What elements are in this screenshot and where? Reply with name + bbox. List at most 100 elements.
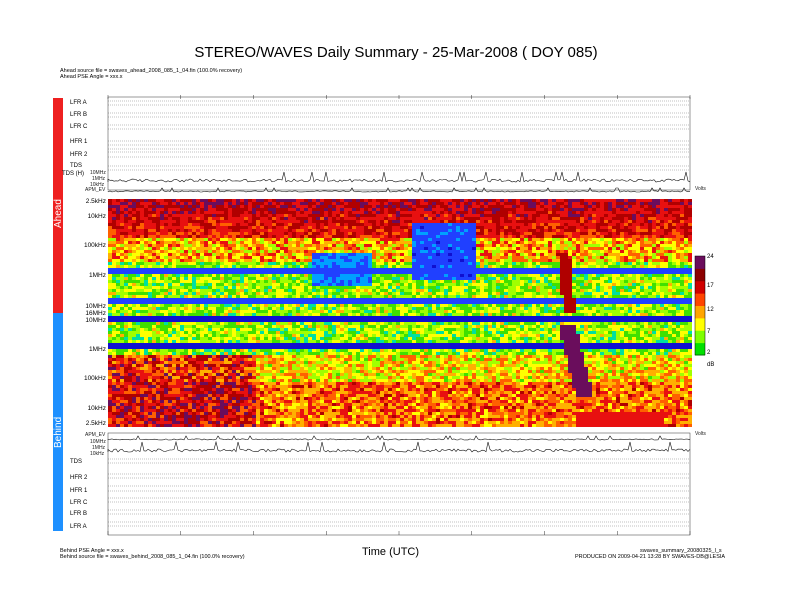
spectrogram-cell xyxy=(660,268,664,271)
spectrogram-cell xyxy=(360,229,364,232)
spectrogram-cell xyxy=(260,235,264,238)
spectrogram-cell xyxy=(488,289,492,292)
spectrogram-cell xyxy=(484,199,488,202)
spectrogram-cell xyxy=(640,259,644,262)
spectrogram-cell xyxy=(648,262,652,265)
spectrogram-cell xyxy=(576,208,580,211)
spectrogram-cell xyxy=(636,277,640,280)
spectrogram-cell xyxy=(588,268,592,271)
spectrogram-cell xyxy=(388,292,392,295)
spectrogram-cell xyxy=(148,229,152,232)
spectrogram-cell xyxy=(140,220,144,223)
spectrogram-cell xyxy=(284,217,288,220)
spectrogram-cell xyxy=(124,277,128,280)
spectrogram-cell xyxy=(456,265,460,268)
spectrogram-cell xyxy=(556,277,560,280)
spectrogram-cell xyxy=(188,238,192,241)
spectrogram-cell xyxy=(116,205,120,208)
spectrogram-cell xyxy=(672,211,676,214)
spectrogram-cell xyxy=(176,298,180,301)
spectrogram-cell xyxy=(588,292,592,295)
spectrogram-cell xyxy=(524,295,528,298)
spectrogram-cell xyxy=(368,295,372,298)
spectrogram-cell xyxy=(504,295,508,298)
spectrogram-cell xyxy=(240,205,244,208)
spectrogram-cell xyxy=(416,217,420,220)
spectrogram-cell xyxy=(184,232,188,235)
spectrogram-cell xyxy=(308,286,312,289)
tds-traces xyxy=(107,171,691,453)
spectrogram-cell xyxy=(208,286,212,289)
spectrogram-cell xyxy=(352,250,356,253)
spectrogram-cell xyxy=(376,253,380,256)
spectrogram-cell xyxy=(364,241,368,244)
ahead-row-tds-h: TDS (H) xyxy=(62,171,84,177)
spectrogram-cell xyxy=(244,220,248,223)
spectrogram-cell xyxy=(672,241,676,244)
spectrogram-cell xyxy=(268,250,272,253)
spectrogram-cell xyxy=(172,256,176,259)
spectrogram-cell xyxy=(404,286,408,289)
spectrogram-cell xyxy=(360,298,364,301)
spectrogram-cell xyxy=(376,280,380,283)
spectrogram-cell xyxy=(492,295,496,298)
spectrogram-cell xyxy=(444,211,448,214)
spectrogram-cell xyxy=(628,238,632,241)
spectrogram-cell xyxy=(680,259,684,262)
spectrogram-cell xyxy=(532,268,536,271)
spectrogram-cell xyxy=(260,274,264,277)
spectrogram-cell xyxy=(244,283,248,286)
spectrogram-cell xyxy=(456,220,460,223)
spectrogram-cell xyxy=(244,205,248,208)
spectrogram-cell xyxy=(132,271,136,274)
spectrogram-cell xyxy=(604,274,608,277)
spectrogram-cell xyxy=(256,259,260,262)
spectrogram-cell xyxy=(464,235,468,238)
spectrogram-cell xyxy=(264,217,268,220)
spectrogram-cell xyxy=(408,265,412,268)
spectrogram-cell xyxy=(404,202,408,205)
spectrogram-cell xyxy=(596,226,600,229)
spectrogram-cell xyxy=(460,199,464,202)
spectrogram-cell xyxy=(284,271,288,274)
spectrogram-cell xyxy=(504,280,508,283)
spectrogram-cell xyxy=(560,289,564,292)
spectrogram-cell xyxy=(284,232,288,235)
spectrogram-cell xyxy=(364,211,368,214)
spectrogram-cell xyxy=(244,259,248,262)
spectrogram-cell xyxy=(508,232,512,235)
spectrogram-cell xyxy=(612,244,616,247)
spectrogram-cell xyxy=(308,214,312,217)
spectrogram-cell xyxy=(340,223,344,226)
spectrogram-cell xyxy=(368,253,372,256)
spectrogram-cell xyxy=(432,199,436,202)
spectrogram-cell xyxy=(476,250,480,253)
spectrogram-cell xyxy=(556,214,560,217)
spectrogram-cell xyxy=(236,223,240,226)
spectrogram-cell xyxy=(304,217,308,220)
spectrogram-cell xyxy=(476,232,480,235)
spectrogram-cell xyxy=(132,244,136,247)
spectrogram-cell xyxy=(656,277,660,280)
spectrogram-cell xyxy=(172,232,176,235)
spectrogram-cell xyxy=(396,244,400,247)
spectrogram-cell xyxy=(132,214,136,217)
spectrogram-cell xyxy=(112,253,116,256)
spectrogram-cell xyxy=(520,292,524,295)
spectrogram-cell xyxy=(140,292,144,295)
spectrogram-cell xyxy=(236,253,240,256)
spectrogram-cell xyxy=(480,217,484,220)
spectrogram-cell xyxy=(452,229,456,232)
spectrogram-cell xyxy=(640,235,644,238)
spectrogram-cell xyxy=(484,235,488,238)
spectrogram-cell xyxy=(480,253,484,256)
spectrogram-cell xyxy=(364,265,368,268)
spectrogram-cell xyxy=(484,259,488,262)
spectrogram-cell xyxy=(356,265,360,268)
spectrogram-cell xyxy=(392,256,396,259)
spectrogram-cell xyxy=(496,286,500,289)
spectrogram-cell xyxy=(304,271,308,274)
spectrogram-cell xyxy=(480,199,484,202)
spectrogram-cell xyxy=(564,202,568,205)
spectrogram-cell xyxy=(400,289,404,292)
